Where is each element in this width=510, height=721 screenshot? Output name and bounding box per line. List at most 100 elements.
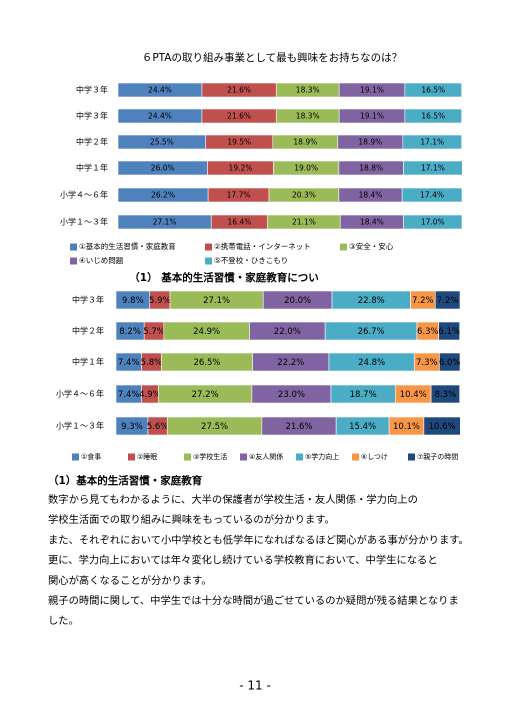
bar-segment bbox=[403, 214, 463, 230]
value-label: 7.2% bbox=[437, 296, 459, 306]
value-label: 27.2% bbox=[192, 390, 219, 400]
value-label: 19.2% bbox=[229, 164, 253, 173]
legend-swatch bbox=[72, 453, 79, 461]
value-label: 18.7% bbox=[350, 390, 377, 400]
value-label: 26.0% bbox=[151, 164, 175, 173]
page-number: - 11 - bbox=[239, 679, 271, 693]
category-label: 小学４～６年 bbox=[56, 389, 104, 399]
legend-swatch bbox=[70, 257, 77, 265]
value-label: 17.1% bbox=[421, 164, 445, 173]
value-label: 21.1% bbox=[292, 218, 316, 227]
value-label: 5.7% bbox=[143, 327, 165, 337]
category-label: 中学３年 bbox=[72, 295, 104, 305]
value-label: 6.1% bbox=[438, 327, 460, 337]
text-line: 学校生活面での取り組みに興味をもっているのが分かります。 bbox=[48, 513, 335, 526]
legend-label: ⑦親子の時間 bbox=[417, 452, 458, 461]
value-label: 16.4% bbox=[228, 218, 252, 227]
value-label: 24.4% bbox=[148, 112, 172, 121]
category-label: 中学１年 bbox=[72, 357, 104, 367]
value-label: 24.9% bbox=[193, 327, 220, 337]
value-label: 6.3% bbox=[417, 327, 439, 337]
legend-label: ④いじめ問題 bbox=[79, 256, 124, 265]
value-label: 21.6% bbox=[227, 112, 251, 121]
category-label: 小学４～６年 bbox=[60, 190, 108, 200]
chart-title: ６PTAの取り組み事業として最も興味をお持ちなのは？ bbox=[142, 51, 402, 64]
bar-segment bbox=[402, 134, 462, 150]
legend-swatch bbox=[240, 453, 247, 461]
value-label: 24.8% bbox=[358, 358, 385, 368]
value-label: 22.2% bbox=[277, 358, 304, 368]
value-label: 18.9% bbox=[358, 138, 382, 147]
value-label: 7.4% bbox=[118, 390, 140, 400]
category-label: 小学１～３年 bbox=[56, 421, 104, 431]
bar-segment bbox=[403, 160, 463, 176]
bar-segment bbox=[404, 108, 462, 124]
value-label: 24.4% bbox=[148, 86, 172, 95]
value-label: 23.0% bbox=[278, 390, 305, 400]
bar-segment bbox=[439, 352, 461, 372]
legend-label: ⑥しつけ bbox=[361, 453, 388, 461]
text-line: 数字から見てもわかるように、大半の保護者が学校生活・友人関係・学力向上の bbox=[48, 493, 418, 506]
value-label: 18.9% bbox=[293, 138, 317, 147]
legend-swatch bbox=[70, 243, 77, 251]
category-label: 小学１～３年 bbox=[60, 217, 108, 227]
category-label: 中学３年 bbox=[76, 85, 108, 95]
legend-swatch bbox=[205, 257, 212, 265]
value-label: 26.5% bbox=[193, 358, 220, 368]
legend-label: ①食事 bbox=[81, 452, 101, 461]
legend-swatch bbox=[184, 453, 191, 461]
bar-segment bbox=[401, 187, 463, 203]
legend-label: ①基本的生活習慣・家庭教育 bbox=[79, 241, 176, 251]
text-line: した。 bbox=[48, 615, 79, 627]
value-label: 17.4% bbox=[420, 191, 444, 200]
legend-swatch bbox=[408, 453, 415, 461]
value-label: 6.0% bbox=[439, 358, 461, 368]
value-label: 7.3% bbox=[416, 358, 438, 368]
value-label: 26.7% bbox=[358, 327, 385, 337]
value-label: 5.6% bbox=[147, 422, 169, 432]
category-label: 中学１年 bbox=[76, 163, 108, 173]
value-label: 17.7% bbox=[227, 191, 251, 200]
value-label: 16.5% bbox=[421, 86, 445, 95]
value-label: 18.3% bbox=[296, 86, 320, 95]
value-label: 8.2% bbox=[119, 327, 141, 337]
legend-swatch bbox=[128, 453, 135, 461]
value-label: 20.3% bbox=[292, 191, 316, 200]
legend-label: ③学校生活 bbox=[193, 452, 227, 461]
value-label: 27.1% bbox=[153, 218, 177, 227]
bar-segment bbox=[404, 82, 462, 98]
value-label: 21.6% bbox=[227, 86, 251, 95]
legend-label: ④友人関係 bbox=[249, 452, 283, 461]
legend-label: ②携帯電話・インターネット bbox=[214, 241, 311, 251]
legend-swatch bbox=[205, 243, 212, 251]
text-line: また、それぞれにおいて小中学校とも低学年になればなるほど関心がある事が分かります… bbox=[48, 533, 469, 546]
section-heading: （1）基本的生活習慣・家庭教育 bbox=[48, 474, 203, 487]
legend-label: ⑤不登校・ひきこもり bbox=[214, 255, 288, 265]
legend-label: ③安全・安心 bbox=[349, 241, 394, 251]
category-label: 中学２年 bbox=[76, 137, 108, 147]
legend-swatch bbox=[352, 453, 359, 461]
legend-label: ②睡眠 bbox=[137, 453, 157, 461]
value-label: 5.9% bbox=[149, 296, 171, 306]
legend-swatch bbox=[296, 453, 303, 461]
value-label: 9.8% bbox=[122, 296, 144, 306]
value-label: 25.5% bbox=[150, 138, 174, 147]
value-label: 21.6% bbox=[286, 422, 313, 432]
bar-segment bbox=[438, 321, 460, 341]
value-label: 22.8% bbox=[358, 296, 385, 306]
value-label: 4.9% bbox=[139, 390, 161, 400]
legend-label: ⑤学力向上 bbox=[305, 452, 339, 461]
bar-segment bbox=[423, 416, 461, 436]
value-label: 27.5% bbox=[201, 422, 228, 432]
body-text: 数字から見てもわかるように、大半の保護者が学校生活・友人関係・学力向上の学校生活… bbox=[48, 493, 469, 627]
category-label: 中学２年 bbox=[72, 326, 104, 336]
value-label: 10.1% bbox=[393, 422, 420, 432]
value-label: 17.1% bbox=[420, 138, 444, 147]
bar-segment bbox=[434, 290, 461, 310]
text-line: 更に、学力向上においては年々変化し続けている学校教育において、中学生になると bbox=[48, 554, 438, 567]
value-label: 10.6% bbox=[429, 422, 456, 432]
value-label: 18.4% bbox=[360, 218, 384, 227]
value-label: 18.3% bbox=[296, 112, 320, 121]
value-label: 26.2% bbox=[151, 191, 175, 200]
